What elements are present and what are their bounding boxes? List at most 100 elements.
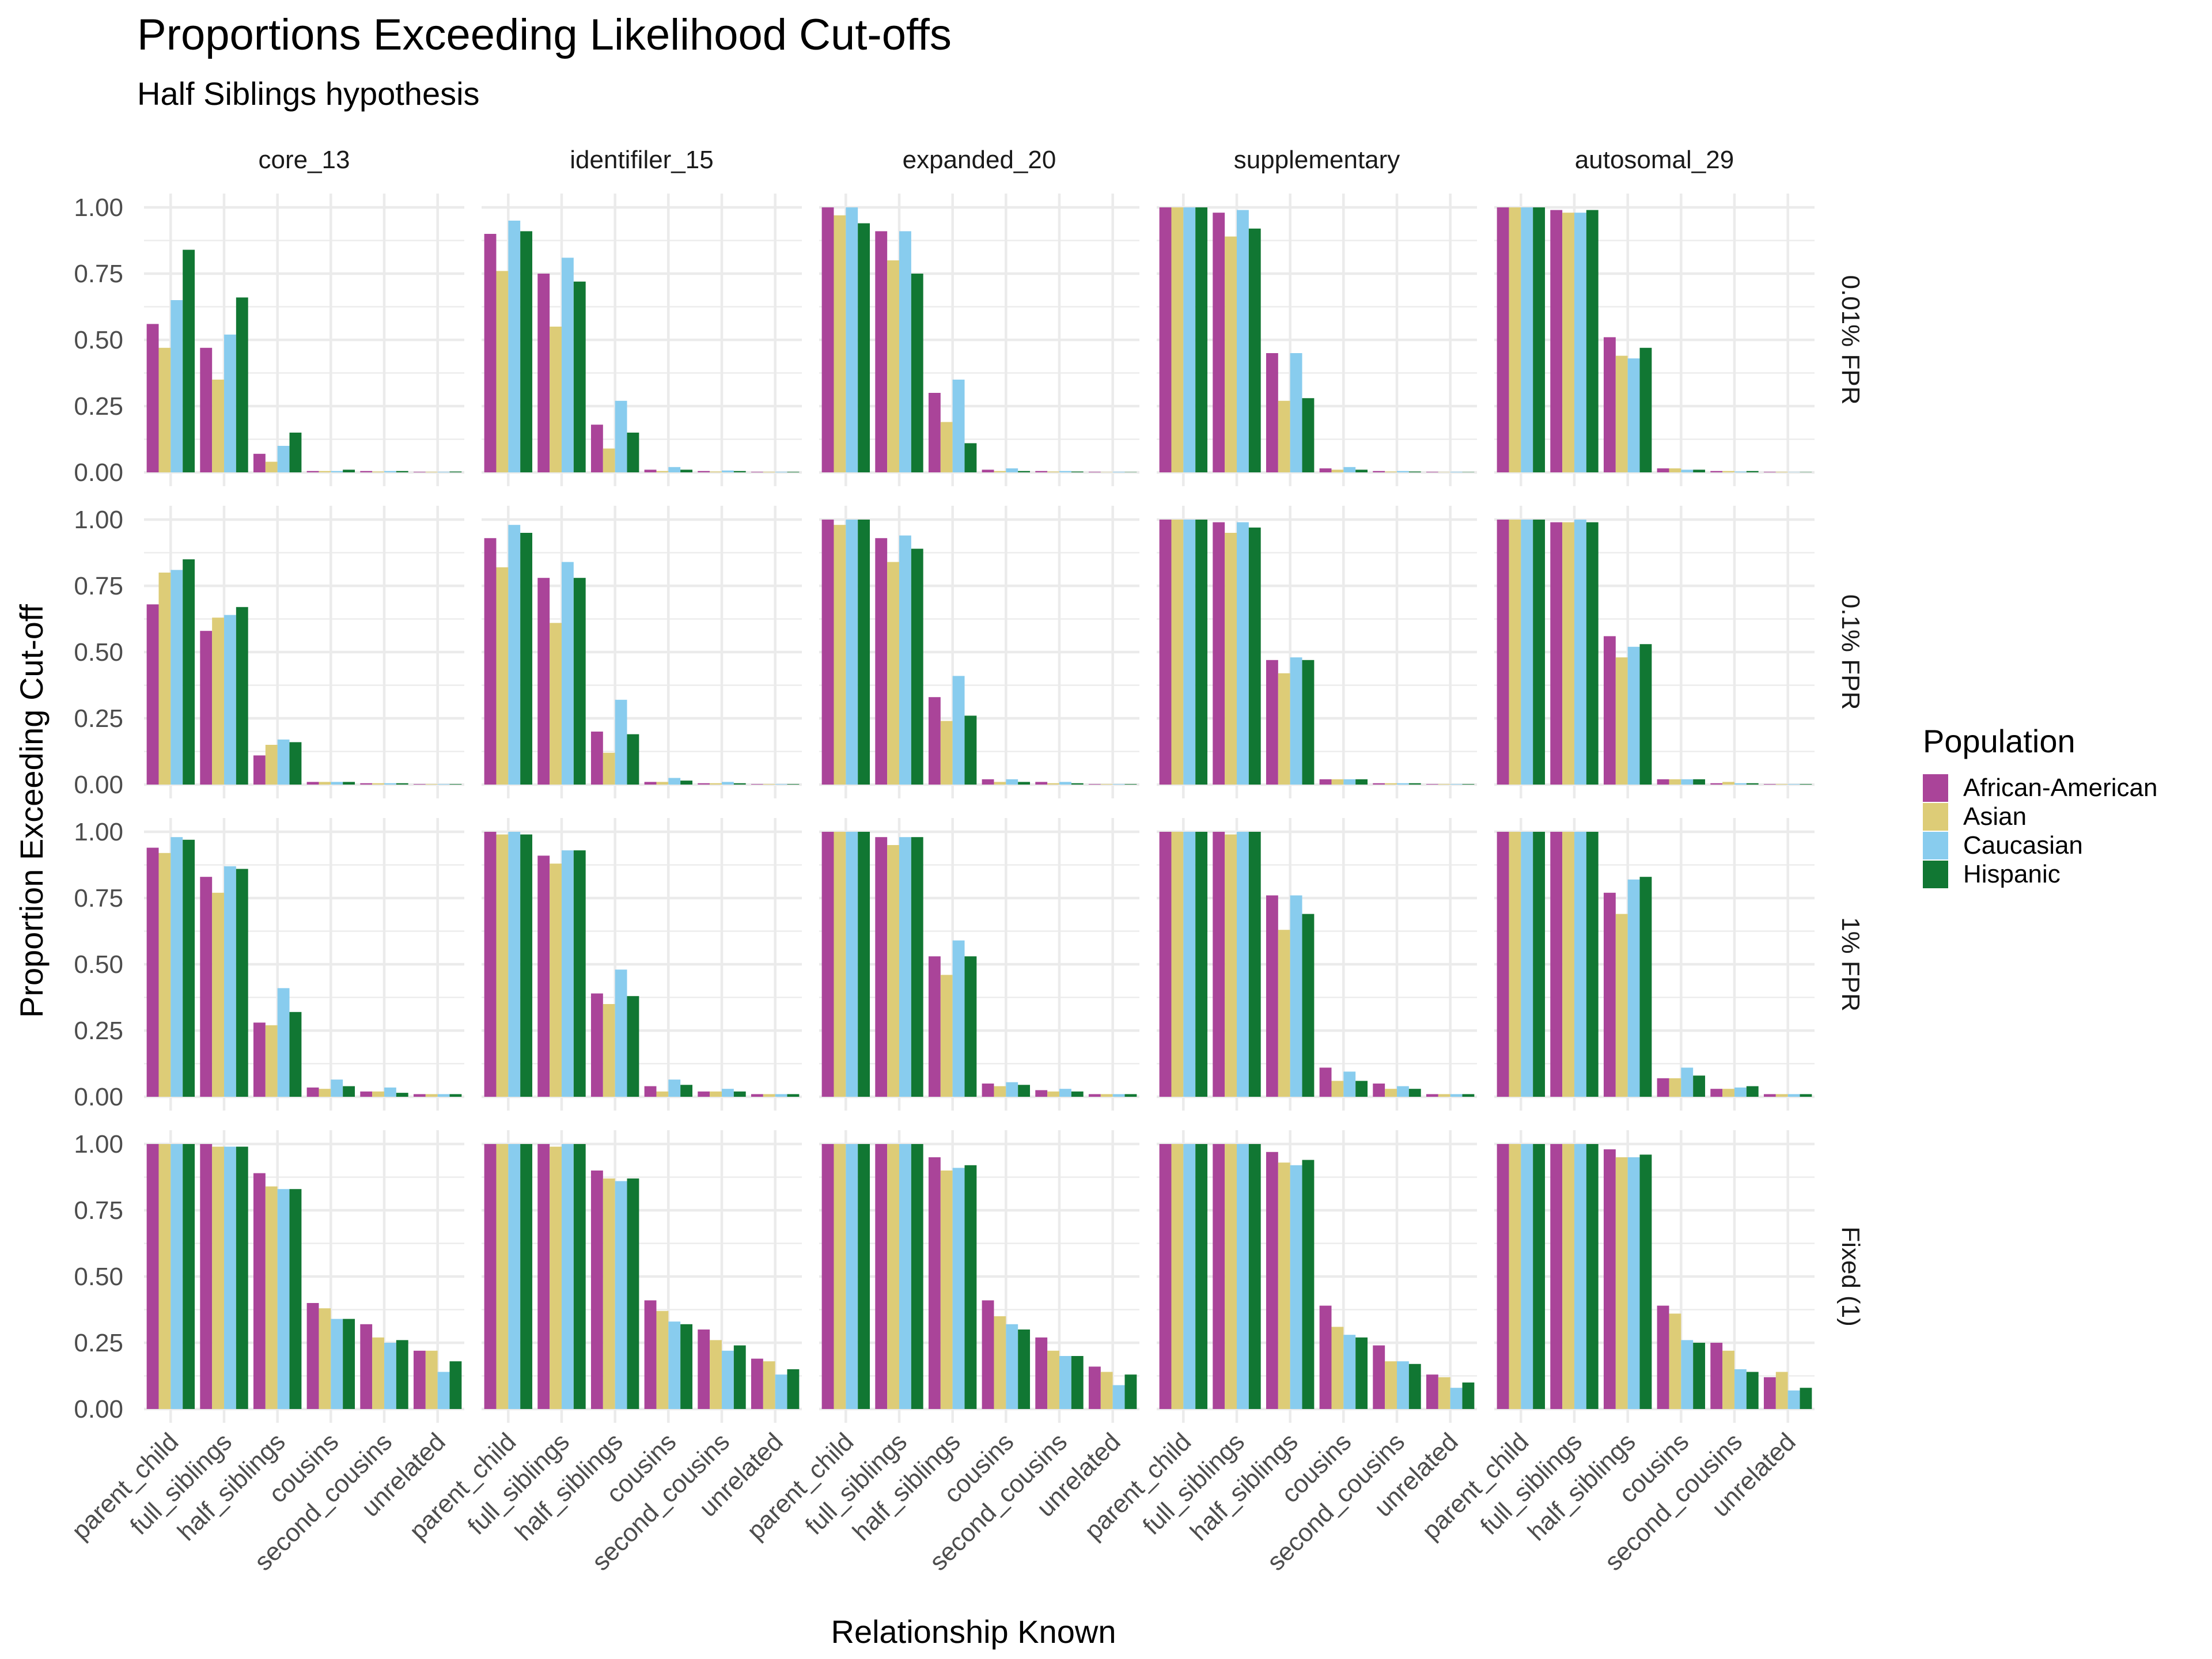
bar-supplementary-half_siblings-Caucasian bbox=[1290, 895, 1302, 1097]
bar-expanded_20-cousins-Caucasian bbox=[1006, 779, 1018, 785]
bar-supplementary-full_siblings-Caucasian bbox=[1237, 832, 1249, 1097]
bar-expanded_20-parent_child-African-American bbox=[821, 1144, 834, 1409]
bar-supplementary-parent_child-Asian bbox=[1171, 207, 1184, 472]
bar-core_13-parent_child-Asian bbox=[158, 853, 171, 1097]
bar-identifiler_15-parent_child-Asian bbox=[496, 834, 509, 1097]
bar-expanded_20-full_siblings-Caucasian bbox=[899, 231, 911, 472]
legend-swatch-Hispanic bbox=[1923, 861, 1948, 888]
bar-expanded_20-second_cousins-Hispanic bbox=[1071, 783, 1084, 785]
bar-core_13-cousins-Caucasian bbox=[331, 1080, 343, 1097]
bar-supplementary-cousins-Asian bbox=[1331, 779, 1344, 785]
bar-expanded_20-cousins-African-American bbox=[982, 1300, 994, 1409]
bar-expanded_20-half_siblings-Caucasian bbox=[952, 380, 965, 472]
bar-identifiler_15-parent_child-Caucasian bbox=[508, 525, 521, 785]
bar-autosomal_29-second_cousins-Asian bbox=[1722, 1089, 1734, 1097]
bar-core_13-unrelated-Caucasian bbox=[437, 784, 450, 785]
bar-expanded_20-full_siblings-Hispanic bbox=[911, 837, 923, 1097]
bar-autosomal_29-half_siblings-Hispanic bbox=[1639, 644, 1652, 785]
y-tick-label: 0.25 bbox=[74, 392, 123, 421]
bar-identifiler_15-full_siblings-Hispanic bbox=[573, 1144, 586, 1409]
bar-expanded_20-full_siblings-Hispanic bbox=[911, 1144, 923, 1409]
panel-autosomal_29-1 bbox=[1494, 506, 1815, 798]
bar-autosomal_29-parent_child-African-American bbox=[1497, 1144, 1509, 1409]
bar-identifiler_15-cousins-Asian bbox=[656, 1310, 669, 1409]
bar-expanded_20-unrelated-Caucasian bbox=[1112, 1094, 1125, 1097]
bar-supplementary-second_cousins-Asian bbox=[1385, 1361, 1397, 1409]
bar-supplementary-parent_child-Hispanic bbox=[1195, 520, 1208, 785]
bar-core_13-parent_child-Caucasian bbox=[171, 837, 183, 1097]
bar-core_13-parent_child-African-American bbox=[146, 604, 159, 785]
bar-identifiler_15-half_siblings-African-American bbox=[590, 732, 603, 785]
bar-autosomal_29-parent_child-Asian bbox=[1509, 207, 1521, 472]
bar-supplementary-parent_child-Hispanic bbox=[1195, 207, 1208, 472]
bar-expanded_20-parent_child-Hispanic bbox=[858, 832, 870, 1097]
bar-autosomal_29-parent_child-African-American bbox=[1497, 207, 1509, 472]
panel-expanded_20-3 bbox=[819, 1130, 1139, 1423]
bar-autosomal_29-half_siblings-Asian bbox=[1615, 355, 1628, 472]
bar-supplementary-parent_child-Asian bbox=[1171, 520, 1184, 785]
panel-core_13-3 bbox=[144, 1130, 464, 1423]
bar-core_13-half_siblings-Caucasian bbox=[277, 988, 290, 1097]
bar-expanded_20-half_siblings-Asian bbox=[940, 422, 953, 472]
bar-expanded_20-full_siblings-Hispanic bbox=[911, 548, 923, 785]
bar-identifiler_15-second_cousins-Caucasian bbox=[722, 1350, 734, 1409]
bar-supplementary-unrelated-Hispanic bbox=[1462, 784, 1475, 785]
bar-identifiler_15-parent_child-African-American bbox=[484, 1144, 497, 1409]
panel-core_13-2 bbox=[144, 818, 464, 1111]
bar-autosomal_29-second_cousins-Hispanic bbox=[1746, 471, 1759, 472]
bar-expanded_20-parent_child-Asian bbox=[834, 1144, 846, 1409]
bar-expanded_20-cousins-Asian bbox=[994, 1086, 1006, 1097]
bar-expanded_20-parent_child-African-American bbox=[821, 832, 834, 1097]
bar-expanded_20-cousins-African-American bbox=[982, 779, 994, 785]
bar-identifiler_15-parent_child-Caucasian bbox=[508, 1144, 521, 1409]
bar-autosomal_29-half_siblings-African-American bbox=[1603, 892, 1616, 1097]
bar-expanded_20-full_siblings-Asian bbox=[887, 562, 899, 785]
bar-identifiler_15-half_siblings-Caucasian bbox=[615, 1181, 627, 1409]
bar-autosomal_29-parent_child-African-American bbox=[1497, 520, 1509, 785]
bar-autosomal_29-half_siblings-Caucasian bbox=[1627, 1157, 1640, 1409]
bar-core_13-half_siblings-Hispanic bbox=[289, 1189, 302, 1409]
bar-expanded_20-cousins-African-American bbox=[982, 469, 994, 472]
bar-core_13-cousins-Caucasian bbox=[331, 782, 343, 785]
bar-expanded_20-full_siblings-Caucasian bbox=[899, 837, 911, 1097]
bar-autosomal_29-half_siblings-Asian bbox=[1615, 657, 1628, 785]
bar-supplementary-second_cousins-Caucasian bbox=[1397, 471, 1409, 472]
bar-autosomal_29-full_siblings-Hispanic bbox=[1586, 1144, 1599, 1409]
bar-expanded_20-full_siblings-Asian bbox=[887, 845, 899, 1097]
bar-expanded_20-cousins-Asian bbox=[994, 1316, 1006, 1409]
bar-expanded_20-parent_child-Hispanic bbox=[858, 223, 870, 472]
bar-autosomal_29-parent_child-Caucasian bbox=[1521, 520, 1533, 785]
bar-core_13-full_siblings-Asian bbox=[212, 892, 224, 1097]
bar-core_13-unrelated-Asian bbox=[425, 1350, 438, 1409]
bar-supplementary-second_cousins-African-American bbox=[1373, 1084, 1385, 1097]
bar-expanded_20-second_cousins-Caucasian bbox=[1059, 782, 1071, 785]
bar-supplementary-unrelated-African-American bbox=[1426, 1374, 1438, 1409]
bar-core_13-second_cousins-African-American bbox=[360, 783, 373, 785]
bar-core_13-parent_child-African-American bbox=[146, 324, 159, 472]
bar-autosomal_29-parent_child-Hispanic bbox=[1533, 832, 1546, 1097]
bar-supplementary-half_siblings-Caucasian bbox=[1290, 353, 1302, 472]
bar-identifiler_15-second_cousins-Hispanic bbox=[733, 783, 746, 785]
row-strip-label: Fixed (1) bbox=[1836, 1226, 1865, 1327]
bar-identifiler_15-unrelated-Caucasian bbox=[775, 784, 787, 785]
bar-autosomal_29-cousins-African-American bbox=[1657, 1305, 1669, 1409]
bar-autosomal_29-half_siblings-Caucasian bbox=[1627, 879, 1640, 1097]
bar-autosomal_29-second_cousins-Caucasian bbox=[1734, 783, 1747, 785]
bar-autosomal_29-cousins-Hispanic bbox=[1693, 779, 1706, 785]
y-tick-label: 0.75 bbox=[74, 1196, 123, 1225]
bar-core_13-parent_child-Hispanic bbox=[183, 839, 195, 1097]
bar-expanded_20-parent_child-Caucasian bbox=[846, 207, 858, 472]
y-axis-title: Proportion Exceeding Cut-off bbox=[13, 604, 50, 1018]
chart-subtitle: Half Siblings hypothesis bbox=[137, 75, 480, 112]
bar-core_13-parent_child-Asian bbox=[158, 1144, 171, 1409]
bar-autosomal_29-full_siblings-Asian bbox=[1562, 832, 1574, 1097]
y-tick-label: 0.75 bbox=[74, 884, 123, 912]
bar-supplementary-half_siblings-Hispanic bbox=[1302, 398, 1315, 472]
bar-core_13-half_siblings-Hispanic bbox=[289, 433, 302, 472]
bar-identifiler_15-second_cousins-African-American bbox=[698, 1091, 710, 1097]
bar-supplementary-unrelated-Caucasian bbox=[1450, 1388, 1463, 1409]
bar-identifiler_15-full_siblings-Caucasian bbox=[562, 562, 574, 785]
bar-supplementary-cousins-Hispanic bbox=[1355, 469, 1368, 472]
bar-autosomal_29-full_siblings-Asian bbox=[1562, 1144, 1574, 1409]
bar-core_13-half_siblings-African-American bbox=[253, 1173, 266, 1409]
